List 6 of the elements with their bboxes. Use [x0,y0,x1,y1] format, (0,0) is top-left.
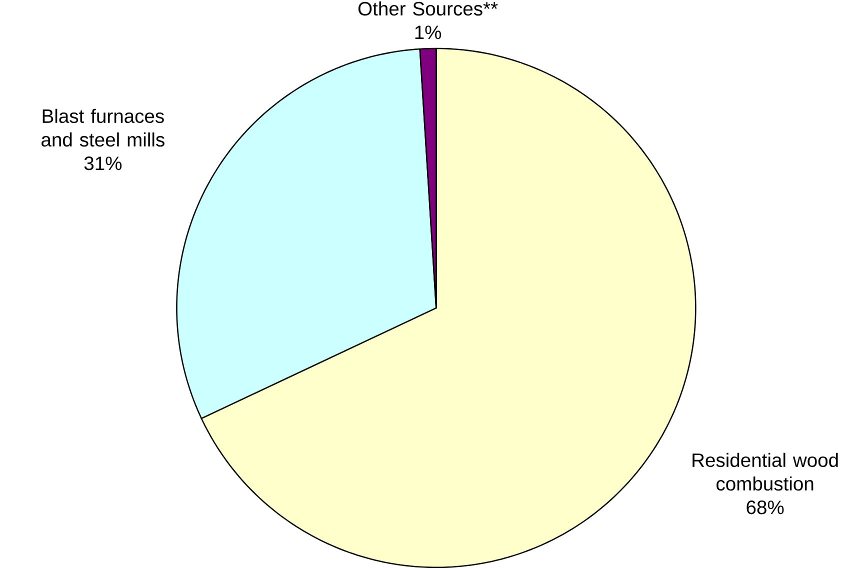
slice-label: Blast furnaces and steel mills [42,108,164,147]
data-label: 68% [746,500,784,514]
slice-label: Other Sources** [358,1,498,16]
data-label: 1% [415,26,442,40]
slice-label: Residential wood combustion [692,452,838,491]
data-label: 31% [84,156,122,170]
